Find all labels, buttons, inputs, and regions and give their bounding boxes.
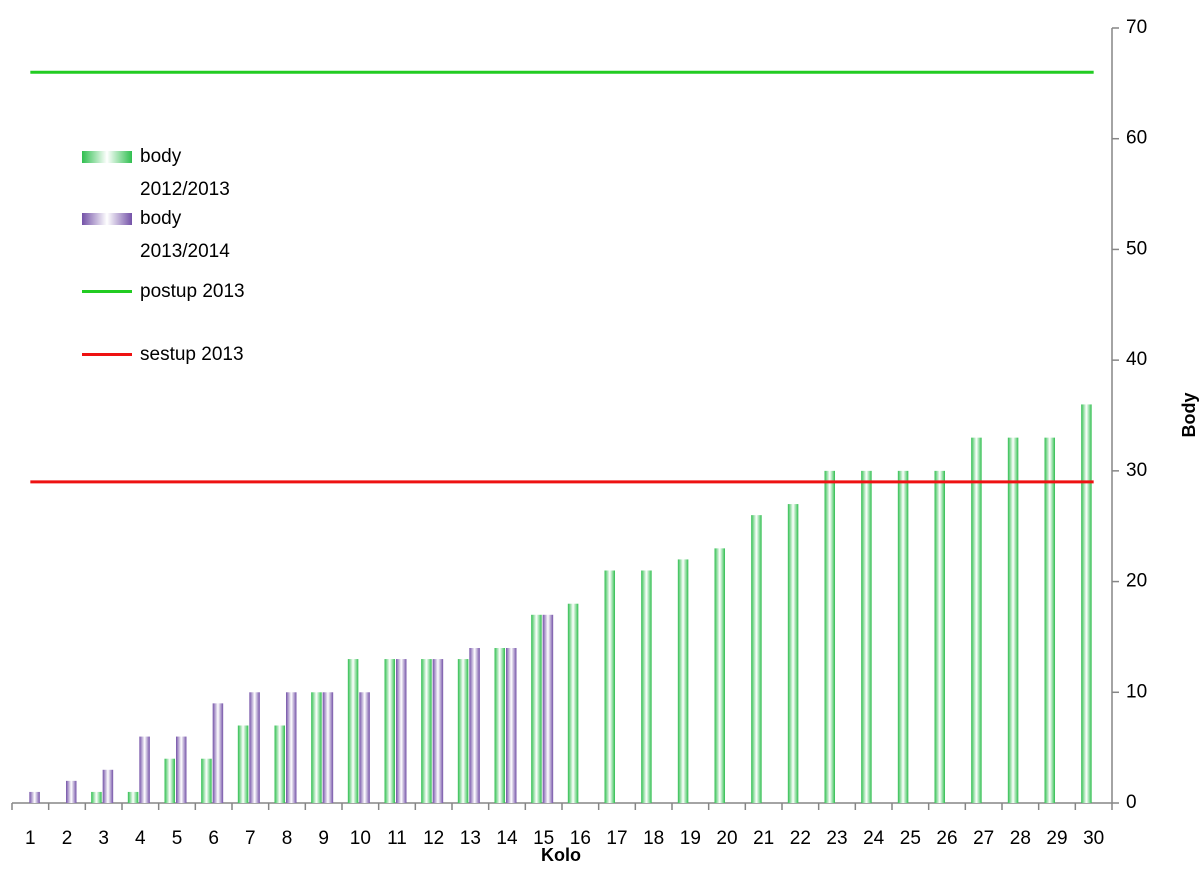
y-tick-label: 0 (1126, 792, 1137, 813)
bar (494, 648, 505, 803)
x-tick-label: 21 (753, 828, 774, 849)
bar (542, 614, 554, 803)
x-tick-label: 3 (98, 828, 109, 849)
bar (469, 648, 480, 803)
y-tick-label: 50 (1126, 238, 1147, 259)
x-tick-label: 24 (863, 828, 885, 849)
bar (127, 791, 139, 803)
x-tick-label: 18 (643, 828, 664, 849)
x-tick-label: 25 (900, 828, 921, 849)
legend-swatch (82, 353, 132, 356)
bar (421, 659, 432, 803)
x-tick-label: 28 (1010, 828, 1031, 849)
bar (751, 515, 762, 803)
y-tick-label: 20 (1126, 571, 1147, 592)
bar (1044, 437, 1055, 803)
bar (274, 725, 285, 803)
bar (91, 791, 102, 803)
bar (506, 648, 517, 803)
bar (531, 614, 542, 803)
x-tick-label: 1 (25, 828, 36, 849)
x-tick-label: 22 (790, 828, 811, 849)
y-tick-label: 70 (1126, 17, 1147, 38)
bar (432, 659, 444, 803)
x-tick-label: 20 (716, 828, 737, 849)
x-tick-label: 7 (245, 828, 256, 849)
bar (384, 659, 395, 803)
x-tick-label: 2 (62, 828, 73, 849)
legend-label: body 2013/2014 (140, 208, 230, 262)
bar (897, 470, 909, 803)
x-axis-label: Kolo (541, 845, 581, 865)
bar (249, 692, 260, 803)
bar (567, 603, 579, 803)
x-tick-label: 12 (423, 828, 444, 849)
x-tick-label: 14 (496, 828, 518, 849)
x-tick-label: 5 (172, 828, 183, 849)
x-tick-label: 4 (135, 828, 146, 849)
bar (604, 570, 615, 803)
bar (824, 470, 835, 803)
bar (322, 692, 334, 803)
bar (66, 780, 77, 803)
bar (971, 437, 982, 803)
bar (286, 692, 297, 803)
y-tick-label: 30 (1126, 460, 1147, 481)
bar (237, 725, 249, 803)
x-tick-label: 13 (460, 828, 481, 849)
bar (1081, 404, 1092, 803)
y-axis-label: Body (1179, 393, 1199, 438)
legend-label: sestup 2013 (140, 344, 244, 365)
bar (396, 659, 407, 803)
bar (212, 703, 224, 803)
bar (102, 769, 114, 803)
bar (176, 736, 187, 803)
x-tick-label: 11 (387, 828, 407, 849)
bar (29, 791, 40, 803)
x-tick-label: 15 (533, 828, 554, 849)
bar (677, 559, 689, 803)
x-tick-label: 27 (973, 828, 994, 849)
bar (861, 470, 872, 803)
x-tick-label: 30 (1083, 828, 1104, 849)
y-tick-label: 10 (1126, 681, 1147, 702)
legend-label: postup 2013 (140, 281, 245, 302)
bar (201, 758, 212, 803)
bar (164, 758, 175, 803)
x-tick-label: 16 (570, 828, 591, 849)
bar (714, 548, 725, 803)
bar (139, 736, 150, 803)
legend-swatch (82, 151, 132, 163)
bar (1007, 437, 1019, 803)
bar (359, 692, 370, 803)
x-tick-label: 6 (208, 828, 219, 849)
legend-swatch (82, 290, 132, 293)
y-tick-label: 40 (1126, 349, 1147, 370)
bar (457, 659, 469, 803)
x-tick-label: 19 (680, 828, 701, 849)
x-tick-label: 26 (936, 828, 957, 849)
bar (347, 659, 359, 803)
x-tick-label: 9 (318, 828, 329, 849)
bar (641, 570, 652, 803)
x-tick-label: 10 (350, 828, 371, 849)
x-tick-label: 17 (606, 828, 627, 849)
x-tick-label: 23 (826, 828, 847, 849)
legend-label: body 2012/2013 (140, 146, 230, 200)
bar (787, 504, 799, 803)
legend-swatch (82, 213, 132, 225)
x-tick-label: 29 (1046, 828, 1067, 849)
y-tick-label: 60 (1126, 128, 1147, 149)
bar (934, 470, 945, 803)
x-tick-label: 8 (282, 828, 293, 849)
bar (311, 692, 322, 803)
